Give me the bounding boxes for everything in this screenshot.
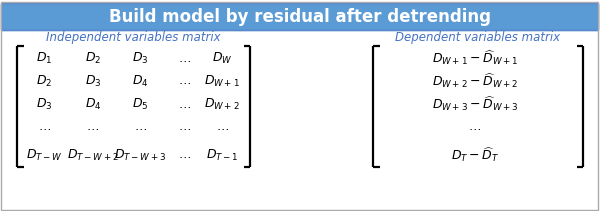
- Text: $D_{T-1}$: $D_{T-1}$: [206, 147, 238, 162]
- Text: $\ldots$: $\ldots$: [469, 120, 482, 134]
- Text: $D_3$: $D_3$: [85, 73, 101, 89]
- Text: $D_{W+1}$: $D_{W+1}$: [204, 73, 240, 89]
- Text: $D_3$: $D_3$: [132, 50, 148, 66]
- Text: Dependent variables matrix: Dependent variables matrix: [395, 31, 560, 43]
- FancyBboxPatch shape: [1, 4, 599, 31]
- Text: $D_2$: $D_2$: [85, 50, 101, 66]
- Text: $\ldots$: $\ldots$: [178, 74, 191, 88]
- Text: $D_4$: $D_4$: [85, 96, 101, 112]
- Text: $\ldots$: $\ldots$: [178, 51, 191, 65]
- Text: $D_4$: $D_4$: [131, 73, 148, 89]
- Text: $D_{T-W+3}$: $D_{T-W+3}$: [114, 147, 166, 162]
- Text: $\ldots$: $\ldots$: [215, 120, 229, 134]
- Text: $\ldots$: $\ldots$: [37, 120, 50, 134]
- Text: $\ldots$: $\ldots$: [86, 120, 100, 134]
- Text: $\ldots$: $\ldots$: [178, 120, 191, 134]
- Text: $D_3$: $D_3$: [36, 96, 52, 112]
- Text: $D_{W+1}-\widehat{D}_{W+1}$: $D_{W+1}-\widehat{D}_{W+1}$: [432, 49, 518, 67]
- Text: $D_5$: $D_5$: [132, 96, 148, 112]
- Text: $\ldots$: $\ldots$: [178, 149, 191, 161]
- Text: $D_{W+2}-\widehat{D}_{W+2}$: $D_{W+2}-\widehat{D}_{W+2}$: [432, 72, 518, 90]
- Text: $D_W$: $D_W$: [212, 50, 232, 66]
- Text: $D_{W+2}$: $D_{W+2}$: [204, 96, 240, 112]
- Text: $\ldots$: $\ldots$: [133, 120, 146, 134]
- Text: $D_{T-W+2}$: $D_{T-W+2}$: [67, 147, 119, 162]
- Text: $D_T-\widehat{D}_T$: $D_T-\widehat{D}_T$: [451, 146, 499, 164]
- Text: $D_{W+3}-\widehat{D}_{W+3}$: $D_{W+3}-\widehat{D}_{W+3}$: [432, 95, 518, 113]
- Text: $\ldots$: $\ldots$: [178, 97, 191, 111]
- Text: Build model by residual after detrending: Build model by residual after detrending: [109, 8, 491, 26]
- Text: $D_1$: $D_1$: [36, 50, 52, 66]
- Text: $D_2$: $D_2$: [36, 73, 52, 89]
- Text: $D_{T-W}$: $D_{T-W}$: [26, 147, 62, 162]
- Text: Independent variables matrix: Independent variables matrix: [46, 31, 220, 43]
